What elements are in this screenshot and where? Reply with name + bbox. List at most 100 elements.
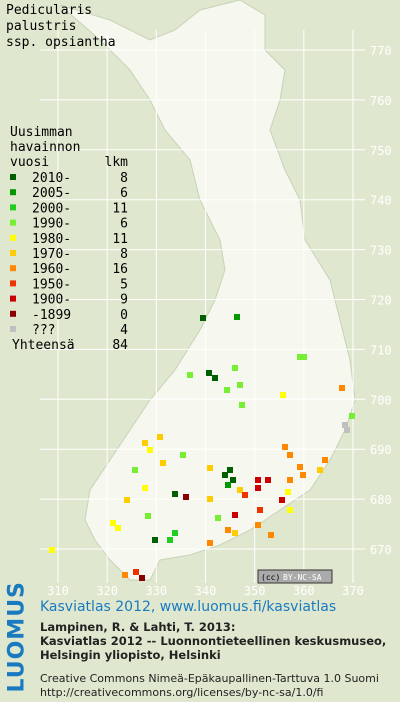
legend-label: 1980- — [32, 232, 71, 247]
species-title: Pedicularis — [6, 3, 92, 18]
northing-label: 690 — [370, 443, 392, 457]
occurrence — [180, 452, 186, 458]
occurrence — [122, 572, 128, 578]
legend-count-header: lkm — [105, 155, 129, 170]
occurrence — [255, 477, 261, 483]
occurrence — [268, 532, 274, 538]
occurrence — [110, 520, 116, 526]
occurrence — [133, 569, 139, 575]
legend-count: 9 — [120, 293, 128, 308]
northing-label: 680 — [370, 493, 392, 507]
occurrence — [172, 491, 178, 497]
occurrence — [230, 477, 236, 483]
occurrence — [207, 540, 213, 546]
legend-swatch — [10, 295, 16, 302]
license-line: http://creativecommons.org/licenses/by-n… — [40, 686, 324, 699]
license-line: Creative Commons Nimeä-Epäkaupallinen-Ta… — [40, 672, 379, 685]
occurrence — [124, 497, 130, 503]
legend-swatch — [10, 280, 16, 287]
finland-outline — [59, 0, 356, 581]
legend-label: 1990- — [32, 217, 71, 232]
occurrence — [212, 375, 218, 381]
occurrence — [147, 447, 153, 453]
total-count: 84 — [112, 338, 128, 353]
occurrence — [297, 464, 303, 470]
legend-swatch — [10, 310, 16, 317]
legend-swatch — [10, 174, 16, 180]
occurrence — [287, 477, 293, 483]
legend-swatch — [10, 250, 16, 256]
citation-line: Lampinen, R. & Lahti, T. 2013: — [40, 620, 236, 634]
occurrence — [225, 527, 231, 533]
legend-count: 11 — [112, 232, 128, 247]
legend-label: ??? — [32, 323, 55, 338]
legend-count: 6 — [120, 186, 128, 201]
easting-label: 360 — [293, 584, 315, 598]
occurrence — [322, 457, 328, 463]
legend-swatch — [10, 265, 16, 272]
legend-label: 2000- — [32, 201, 71, 216]
occurrence — [222, 472, 228, 478]
occurrence — [157, 434, 163, 440]
species-title: palustris — [6, 19, 76, 34]
occurrence — [224, 387, 230, 393]
northing-label: 720 — [370, 294, 392, 308]
legend-label: 2005- — [32, 186, 71, 201]
northing-label: 700 — [370, 393, 392, 407]
legend-heading: Uusimman — [10, 125, 73, 140]
occurrence — [255, 485, 261, 491]
occurrence — [145, 513, 151, 519]
occurrence — [342, 422, 348, 428]
northing-label: 750 — [370, 144, 392, 158]
legend-label: 1950- — [32, 277, 71, 292]
link[interactable]: Kasviatlas 2012, www.luomus.fi/kasviatla… — [40, 599, 337, 615]
legend-count: 6 — [120, 217, 128, 232]
occurrence — [285, 489, 291, 495]
legend-swatch — [10, 326, 16, 332]
easting-label: 320 — [96, 584, 118, 598]
occurrence — [287, 507, 293, 513]
northing-label: 670 — [370, 543, 392, 557]
logo: LUOMUS — [4, 581, 30, 693]
legend-label: 1970- — [32, 247, 71, 262]
legend-swatch — [10, 204, 16, 211]
occurrence — [279, 497, 285, 503]
occurrence — [242, 492, 248, 498]
occurrence — [232, 365, 238, 371]
occurrence — [255, 522, 261, 528]
occurrence — [115, 525, 121, 531]
occurrence — [237, 382, 243, 388]
legend-count: 8 — [120, 171, 128, 186]
occurrence — [49, 547, 55, 553]
legend-heading: havainnon — [10, 140, 80, 155]
occurrence — [232, 530, 238, 536]
legend-heading: vuosi — [10, 155, 49, 170]
easting-label: 310 — [47, 584, 69, 598]
occurrence — [287, 452, 293, 458]
legend-label: -1899 — [32, 308, 71, 323]
legend-label: 1900- — [32, 293, 71, 308]
occurrence — [239, 402, 245, 408]
northing-label: 740 — [370, 194, 392, 208]
occurrence — [265, 477, 271, 483]
legend-swatch — [10, 234, 16, 241]
northing-label: 770 — [370, 44, 392, 58]
occurrence — [227, 467, 233, 473]
occurrence — [132, 467, 138, 473]
citation-line: Helsingin yliopisto, Helsinki — [40, 648, 221, 662]
occurrence — [234, 314, 240, 320]
legend-count: 11 — [112, 201, 128, 216]
occurrence — [183, 494, 189, 500]
citation-line: Kasviatlas 2012 -- Luonnontieteellinen k… — [40, 634, 387, 648]
license-badge-text: BY-NC-SA — [283, 573, 322, 582]
legend-label: 1960- — [32, 262, 71, 277]
occurrence — [206, 370, 212, 376]
occurrence — [172, 530, 178, 536]
total-label: Yhteensä — [12, 338, 75, 353]
occurrence — [142, 485, 148, 491]
citation: Lampinen, R. & Lahti, T. 2013: Kasviatla… — [40, 620, 386, 662]
easting-label: 350 — [244, 584, 266, 598]
legend-count: 0 — [120, 308, 128, 323]
easting-label: 370 — [342, 584, 364, 598]
